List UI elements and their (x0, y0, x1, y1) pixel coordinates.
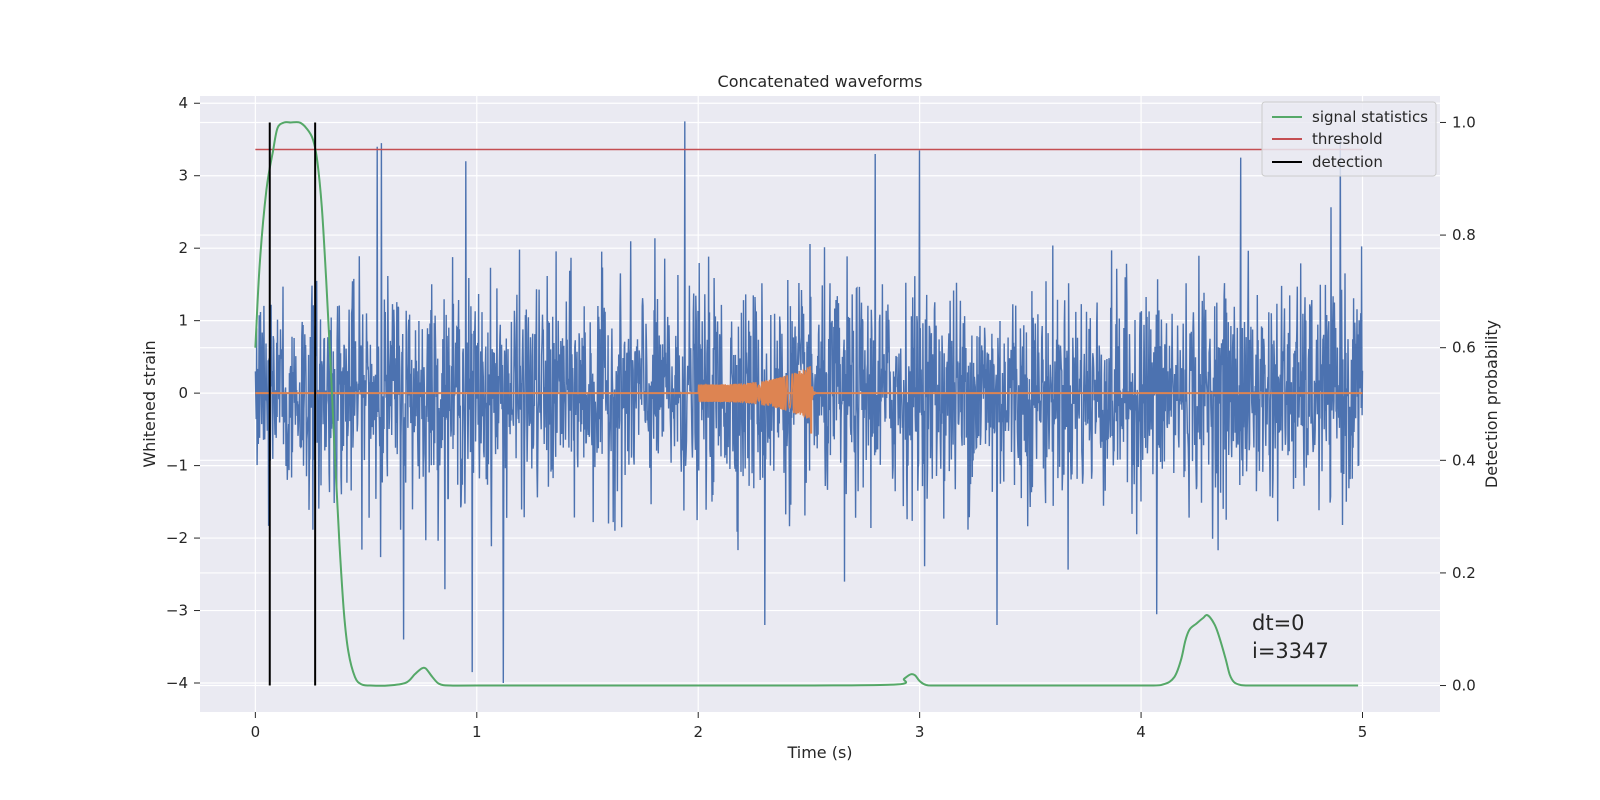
y-tick-label: 3 (178, 167, 188, 185)
y-tick-label: 2 (178, 239, 188, 257)
x-axis-label: Time (s) (786, 743, 852, 762)
legend-box (1261, 101, 1437, 177)
signal-statistics-line (254, 121, 1359, 687)
y-tick-label: −2 (166, 529, 188, 547)
x-tick-label: 1 (472, 723, 482, 741)
legend-label-detection: detection (1312, 153, 1383, 171)
y-axis-label: Whitened strain (140, 340, 159, 467)
x-tick-label: 5 (1358, 723, 1368, 741)
y-tick-label: 1 (178, 312, 188, 330)
x-tick-label: 0 (251, 723, 261, 741)
y-tick-label: −3 (166, 602, 188, 620)
legend-label-threshold: threshold (1312, 130, 1383, 148)
annotation-i: i=3347 (1252, 639, 1329, 663)
y2-tick-label: 0.2 (1452, 564, 1476, 582)
y-tick-label: 4 (178, 94, 188, 112)
y2-tick-label: 0.4 (1452, 451, 1476, 469)
legend-label-signal-statistics: signal statistics (1312, 108, 1428, 126)
y-tick-label: −4 (166, 674, 188, 692)
y2-tick-label: 0.8 (1452, 226, 1476, 244)
y2-tick-label: 1.0 (1452, 113, 1476, 131)
y2-tick-label: 0.0 (1452, 677, 1476, 695)
x-tick-label: 4 (1136, 723, 1146, 741)
axes: 0 1 2 3 4 5 4 3 2 1 0 −1 −2 −3 −4 1.0 0.8 0.6 0.4 0.2 0.0 (166, 94, 1476, 741)
legend: signal statistics threshold detection (1261, 101, 1437, 177)
strain-noise-line (254, 121, 1364, 684)
y2-axis-label: Detection probability (1482, 320, 1501, 488)
chart-title: Concatenated waveforms (718, 72, 923, 91)
y-tick-label: 0 (178, 384, 188, 402)
annotation-dt: dt=0 (1252, 611, 1305, 635)
y-tick-label: −1 (166, 457, 188, 475)
x-tick-label: 2 (693, 723, 703, 741)
y2-tick-label: 0.6 (1452, 339, 1476, 357)
plot-area (254, 121, 1364, 687)
x-tick-label: 3 (915, 723, 925, 741)
injection-chirp-line (697, 366, 817, 434)
